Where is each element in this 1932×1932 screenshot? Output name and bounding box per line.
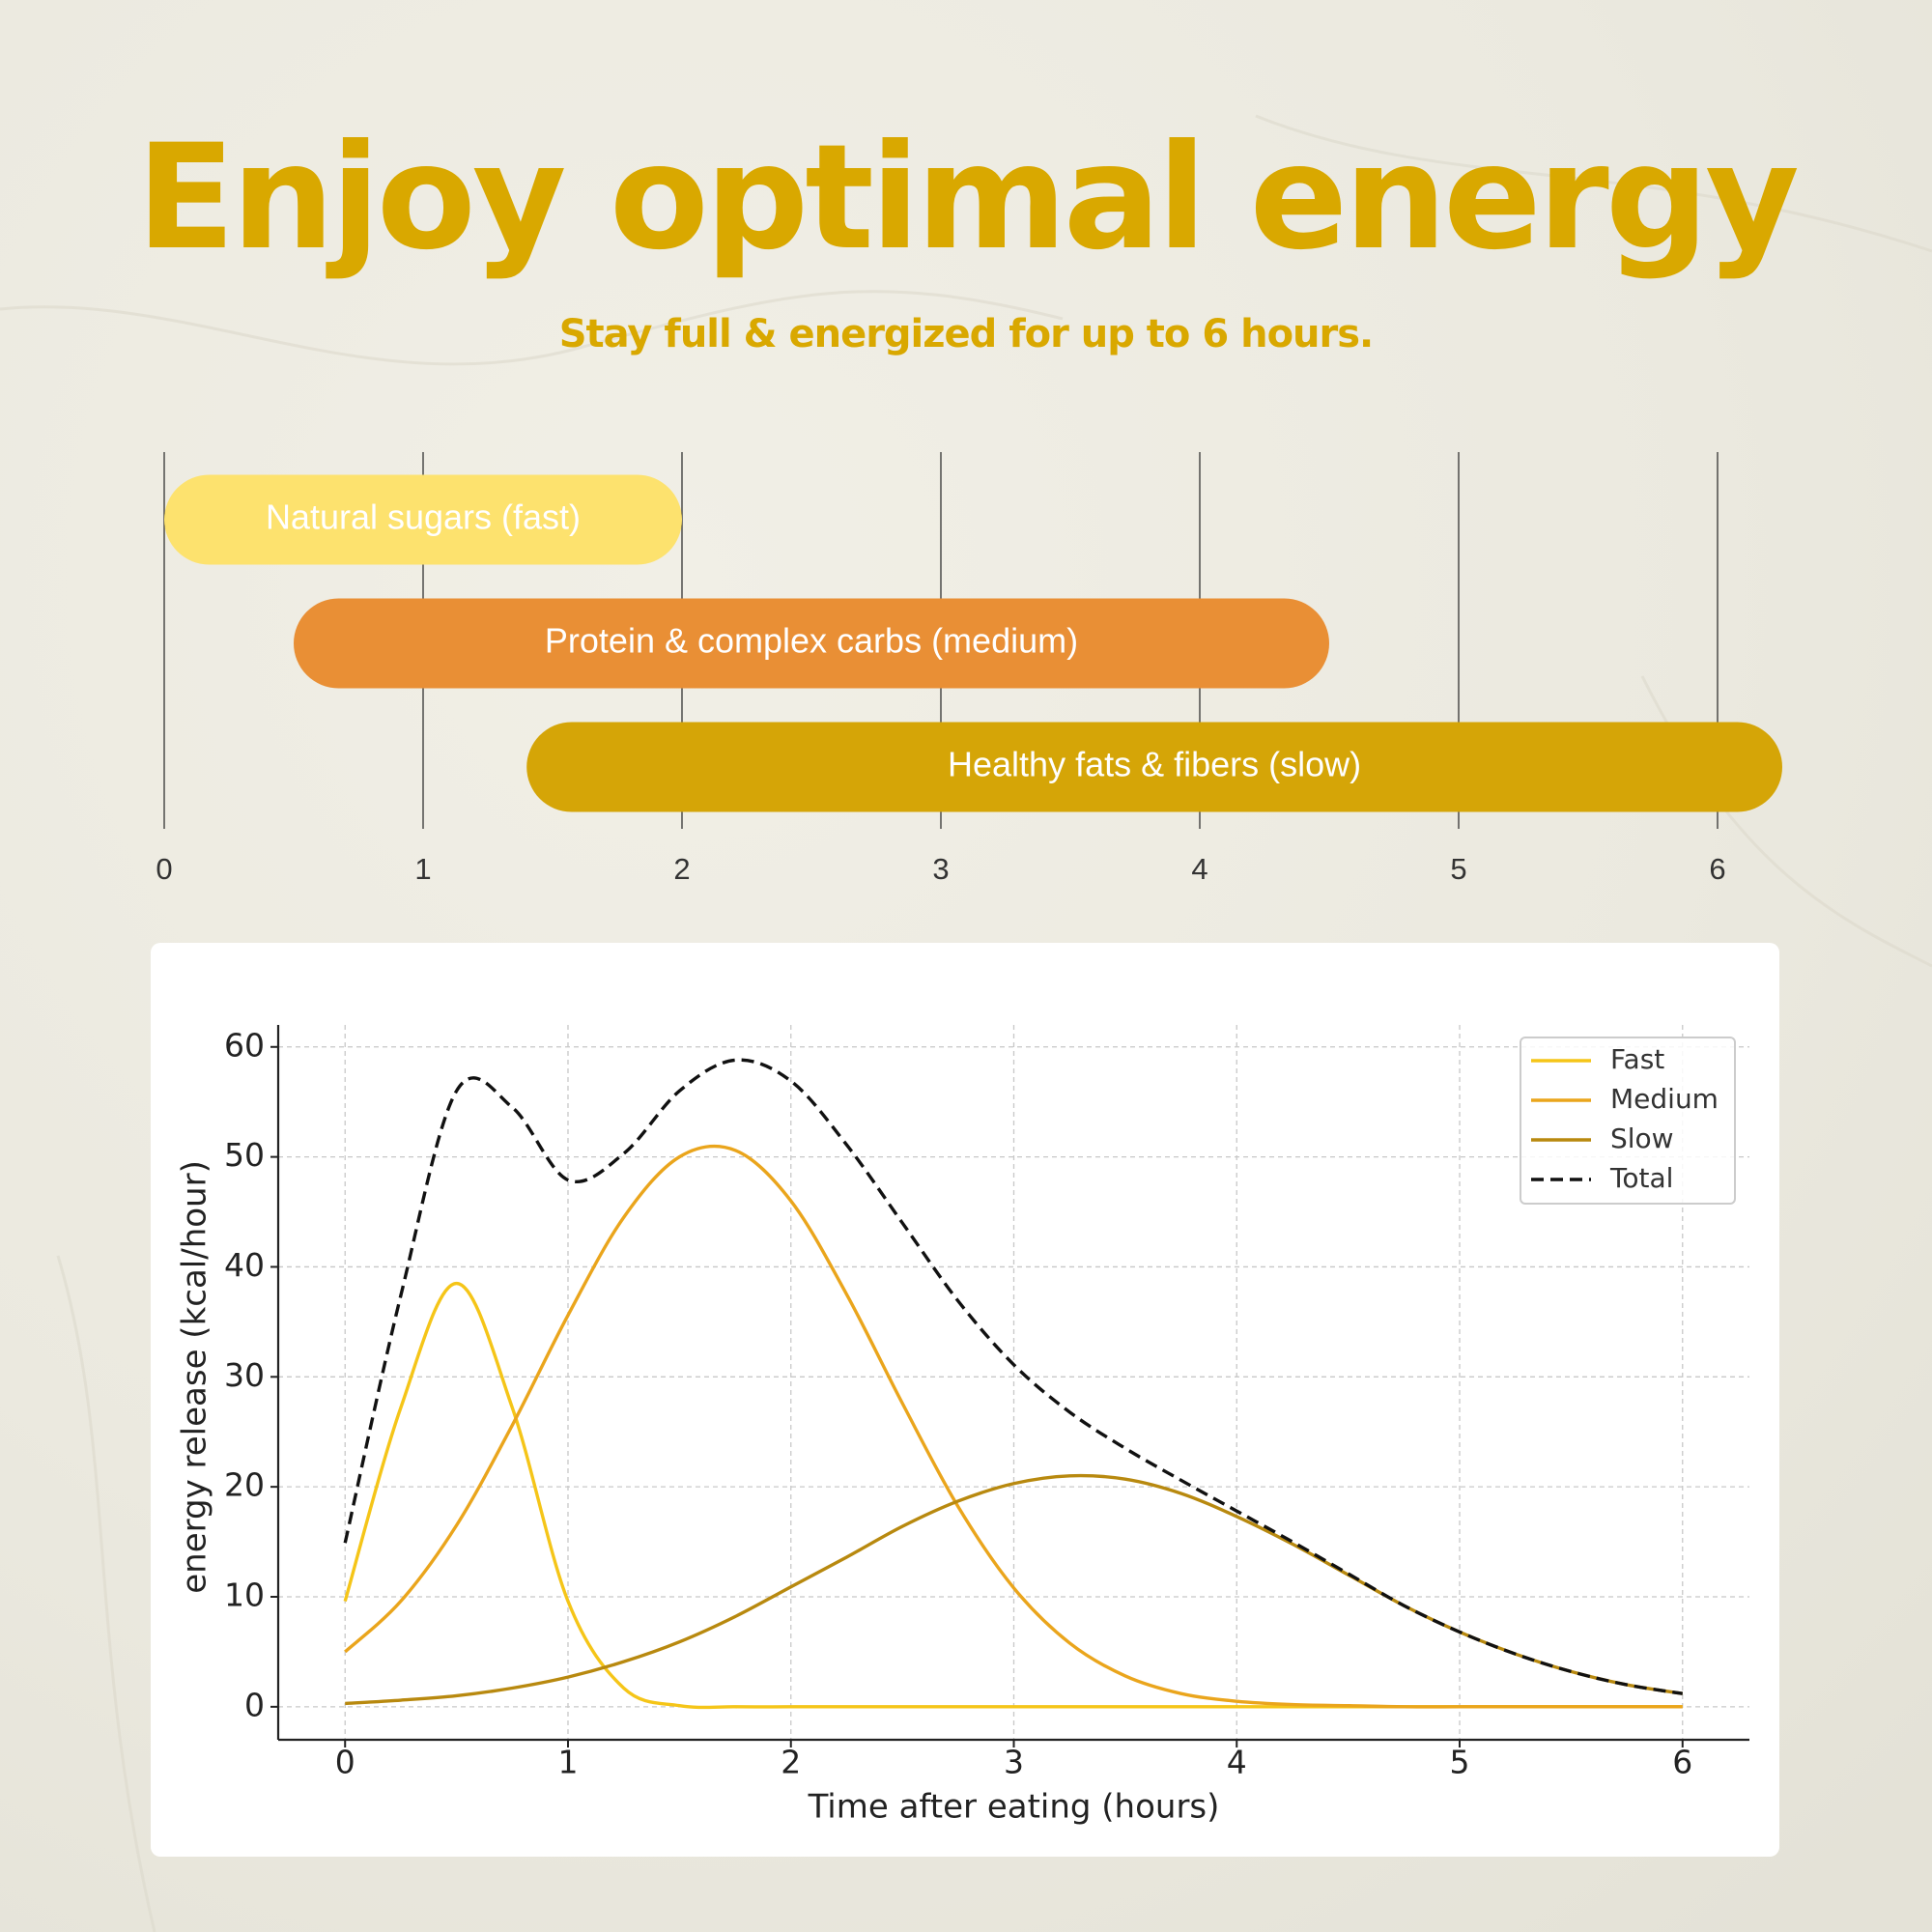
legend-box xyxy=(1520,1037,1736,1205)
timeline-chart: 0 1 2 3 4 5 6 Natural sugars (fast) Protein & co… xyxy=(156,452,1783,886)
subtitle: Stay full & energized for up to 6 hours. xyxy=(559,312,1374,356)
x-tick-label: 3 xyxy=(1004,1744,1024,1781)
x-tick-label: 0 xyxy=(156,852,172,886)
range-bar xyxy=(526,722,1783,812)
range-bar-label: Healthy fats & fibers (slow) xyxy=(948,745,1361,784)
y-tick-label: 10 xyxy=(224,1577,265,1614)
chart-panel xyxy=(151,943,1779,1857)
series-line xyxy=(344,1144,1683,1709)
y-tick-label: 50 xyxy=(224,1136,265,1174)
x-axis-label: Time after eating (hours) xyxy=(808,1788,1220,1827)
x-tick-label: 6 xyxy=(1672,1744,1692,1781)
range-bar xyxy=(294,598,1329,689)
x-tick-label: 4 xyxy=(1191,852,1208,886)
series-line xyxy=(343,1058,1684,1695)
y-tick-label: 40 xyxy=(224,1246,265,1284)
y-tick-label: 0 xyxy=(244,1686,265,1723)
x-tick-label: 4 xyxy=(1227,1744,1247,1781)
range-bar-label: Natural sugars (fast) xyxy=(266,497,581,537)
y-tick-label: 30 xyxy=(224,1356,265,1394)
x-tick-label: 3 xyxy=(932,852,949,886)
x-tick-label: 5 xyxy=(1450,1744,1470,1781)
legend-label: Medium xyxy=(1610,1083,1719,1115)
y-tick-label: 20 xyxy=(224,1466,265,1504)
marble-veins xyxy=(0,114,1932,1932)
x-tick-label: 2 xyxy=(673,852,690,886)
x-tick-label: 0 xyxy=(335,1744,355,1781)
legend-label: Slow xyxy=(1610,1122,1674,1154)
range-bar xyxy=(164,474,682,565)
y-axis-label: energy release (kcal/hour) xyxy=(176,1160,214,1594)
x-tick-label: 6 xyxy=(1709,852,1725,886)
legend-label: Fast xyxy=(1610,1043,1664,1075)
x-tick-label: 5 xyxy=(1450,852,1466,886)
y-tick-label: 60 xyxy=(224,1026,265,1064)
range-bar-label: Protein & complex carbs (medium) xyxy=(545,621,1078,661)
title: Enjoy optimal energy xyxy=(136,114,1798,282)
x-tick-label: 2 xyxy=(781,1744,801,1781)
x-tick-label: 1 xyxy=(414,852,431,886)
x-tick-label: 1 xyxy=(557,1744,578,1781)
legend-label: Total xyxy=(1609,1162,1673,1194)
